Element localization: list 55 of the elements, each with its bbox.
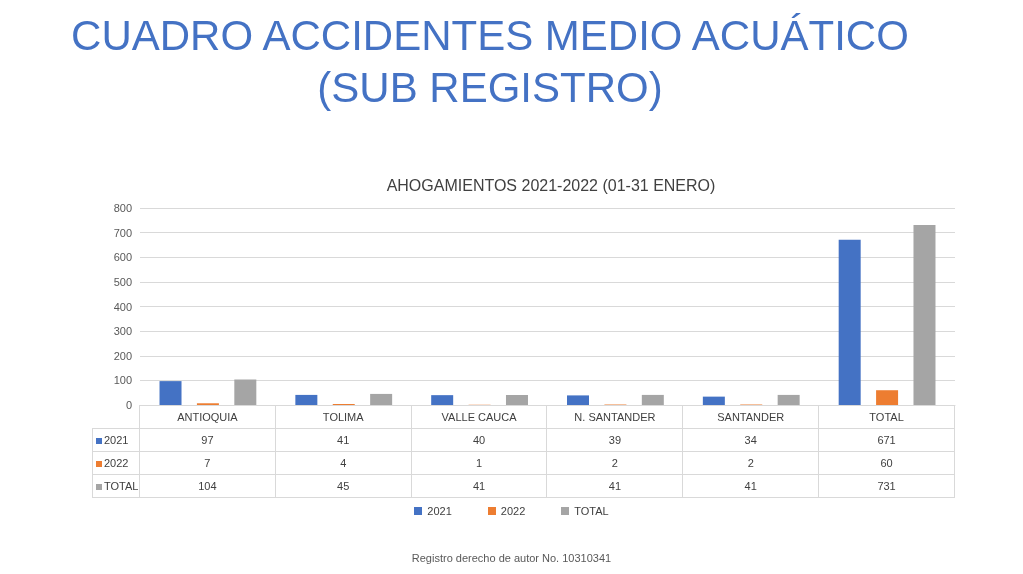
x-tick-label: N. SANTANDER [546, 405, 683, 429]
data-label: 4 [275, 451, 412, 475]
data-label: 7 [139, 451, 276, 475]
y-tick-label: 500 [113, 275, 132, 288]
text: TOTAL [104, 480, 139, 492]
data-label: 45 [275, 474, 412, 498]
data-label: 39 [546, 428, 683, 452]
bar [295, 394, 318, 405]
y-tick-label: 0 [125, 399, 132, 411]
bar [159, 381, 182, 405]
bar [567, 395, 590, 405]
bar [876, 390, 899, 405]
data-label: 41 [546, 474, 683, 498]
y-tick-label: 400 [113, 300, 132, 313]
data-label: 40 [411, 428, 547, 452]
bar [641, 394, 664, 405]
text: 2021 [427, 505, 452, 517]
data-label: 2 [546, 451, 683, 475]
data-label: 34 [682, 428, 819, 452]
y-tick-label: 200 [113, 349, 132, 362]
y-tick-label: 700 [113, 226, 132, 239]
legend-label: 2022 [92, 451, 140, 475]
x-tick-label: TOTAL [818, 405, 955, 429]
data-label: 2 [682, 451, 819, 475]
bar [370, 393, 393, 405]
legend-label: TOTAL [573, 505, 609, 517]
y-tick-label: 800 [113, 202, 132, 214]
x-tick-label: VALLE CAUCA [411, 405, 547, 429]
data-label: 671 [818, 428, 955, 452]
data-label: 60 [818, 451, 955, 475]
bar [505, 394, 528, 405]
x-tick-label: SANTANDER [682, 405, 819, 429]
chart-title: CUADRO ACCIDENTES MEDIO ACUÁTICO (SUB REGISTRO) [70, 11, 910, 113]
bar [234, 379, 257, 405]
y-tick-label: 100 [113, 374, 132, 387]
data-label: 731 [818, 474, 955, 498]
text: 2022 [500, 505, 526, 517]
data-label: 1 [411, 451, 547, 475]
bar [777, 394, 800, 405]
x-tick-label: ANTIOQUIA [139, 405, 276, 429]
bar [702, 396, 725, 405]
bar [913, 224, 936, 405]
text: Registro derecho de autor No. 10310341 [410, 552, 613, 564]
data-label: 97 [139, 428, 276, 452]
x-tick-label: TOLIMA [275, 405, 412, 429]
data-label: 41 [682, 474, 819, 498]
chart-subtitle: AHOGAMIENTOS 2021-2022 (01-31 ENERO) [386, 176, 716, 194]
y-tick-label: 600 [113, 251, 132, 264]
data-label: 41 [411, 474, 547, 498]
data-label: 104 [139, 474, 276, 498]
bar [431, 395, 454, 405]
y-tick-label: 300 [113, 325, 132, 338]
data-label: 41 [275, 428, 412, 452]
legend-label: 2021 [92, 428, 140, 452]
bar [838, 239, 861, 405]
